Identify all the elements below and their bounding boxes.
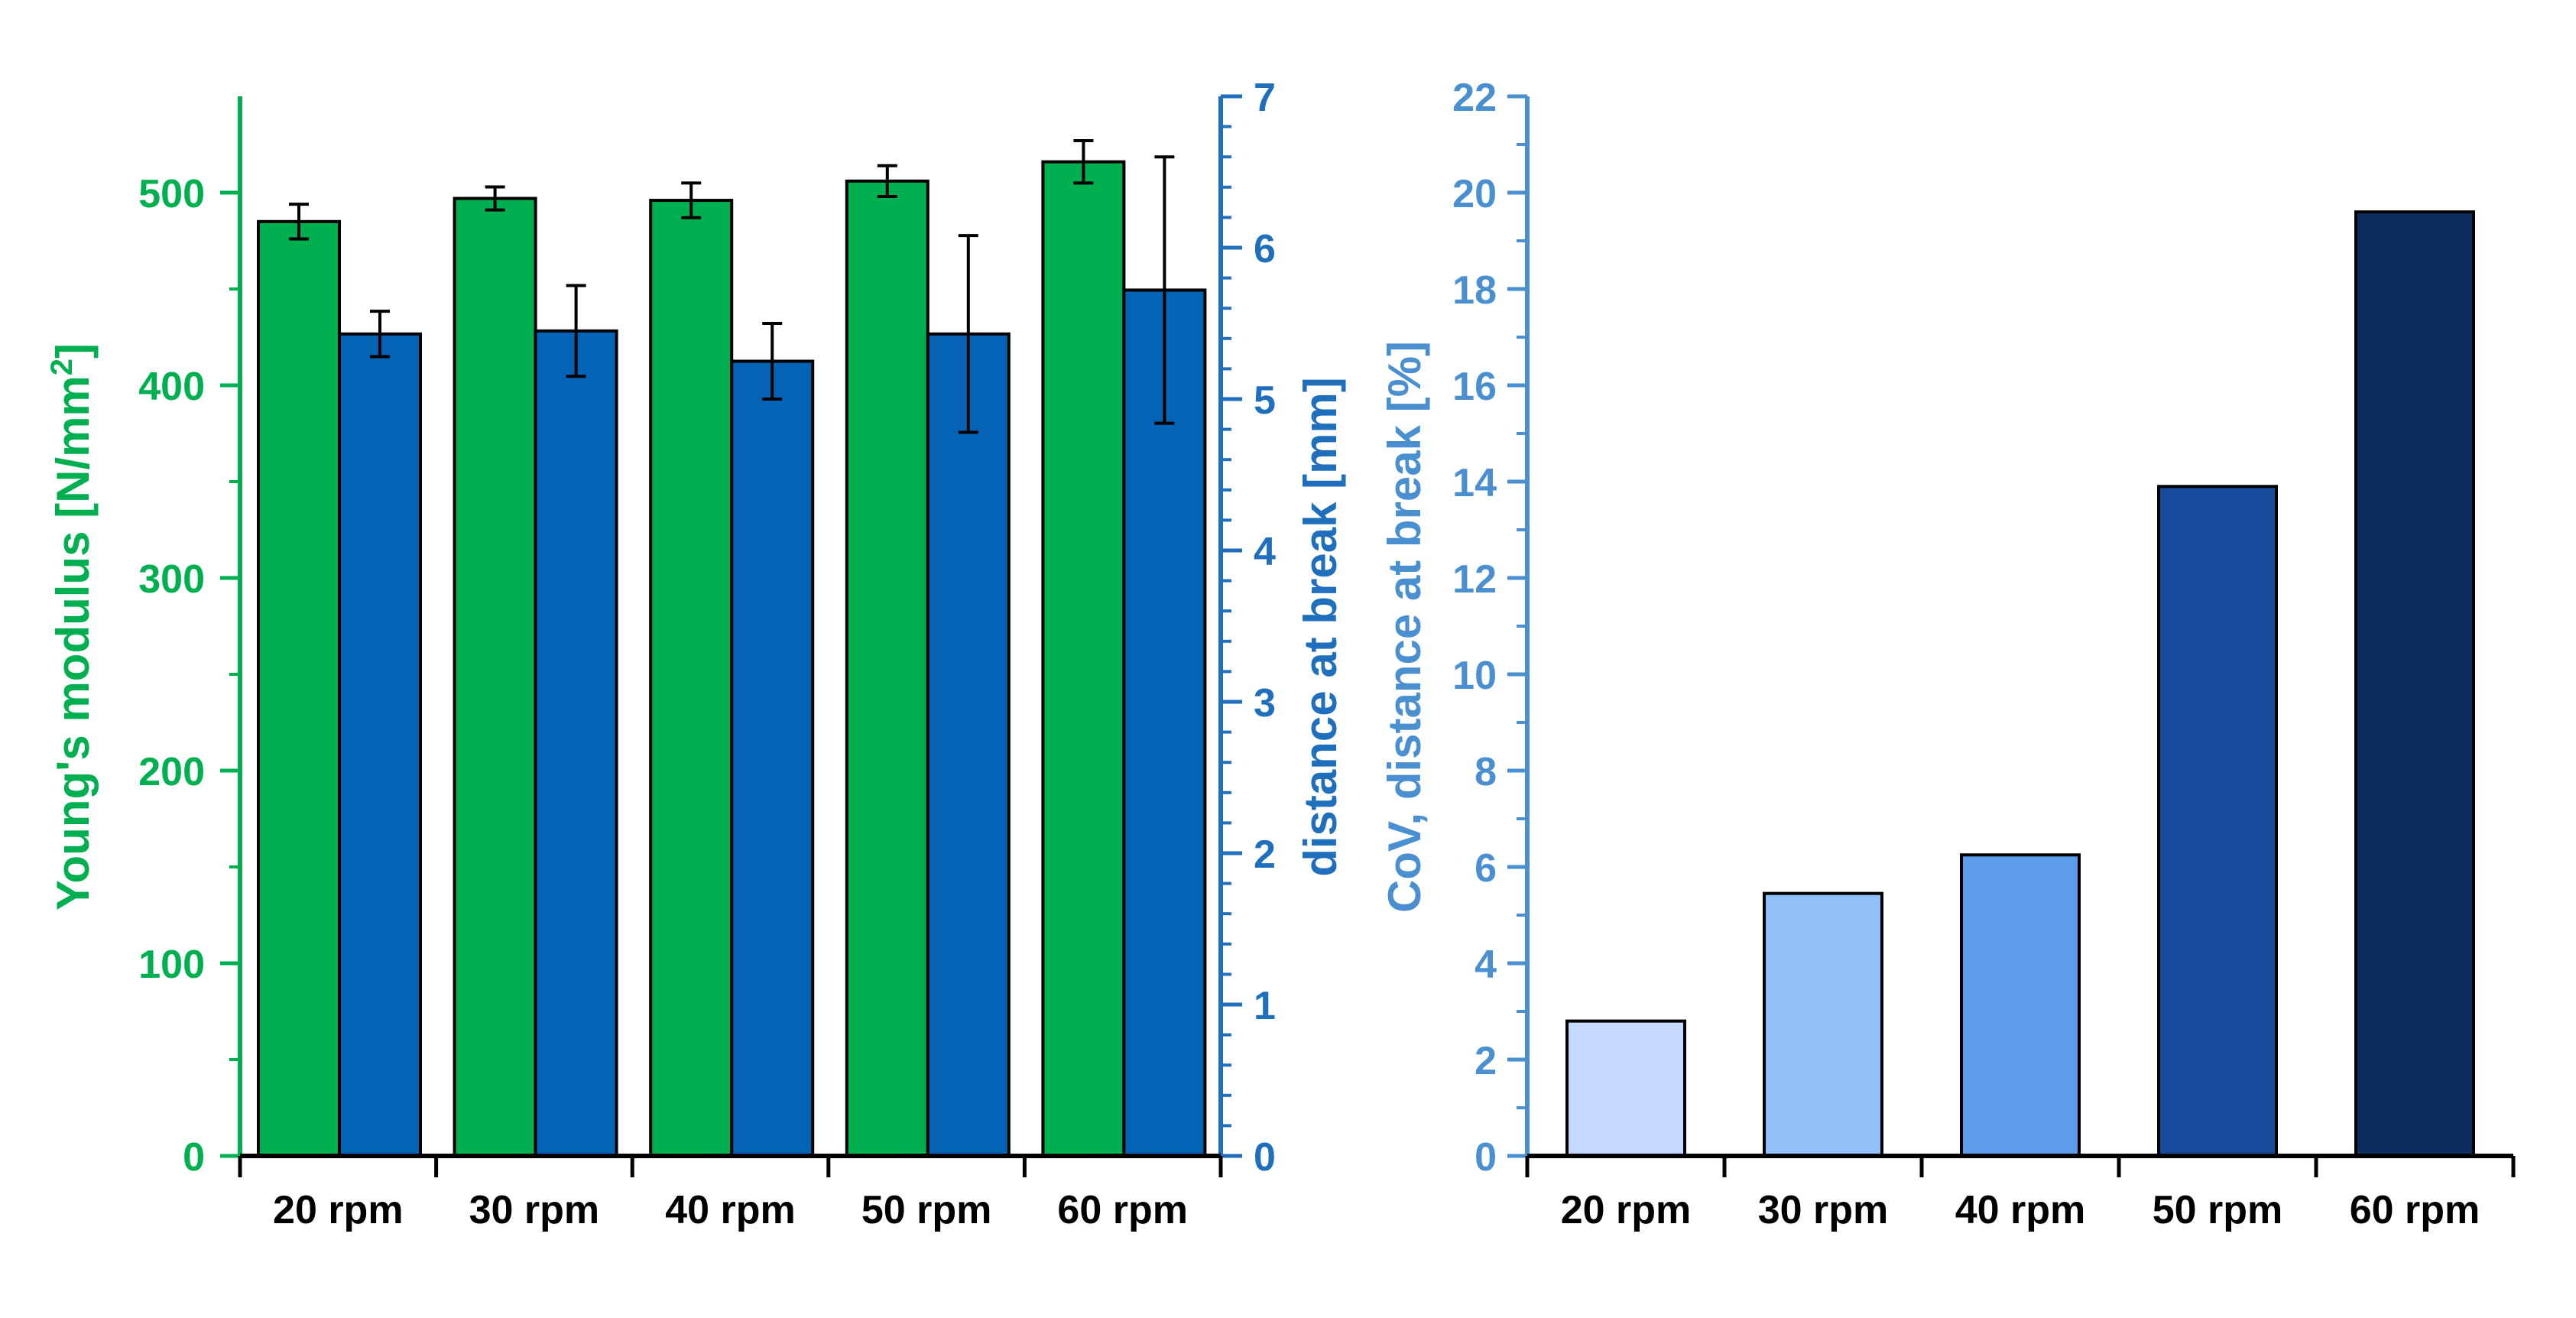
distance-at-break-error-20-rpm: [370, 310, 390, 359]
cov-y-tick-label-14: 14: [1452, 461, 1497, 505]
youngs-modulus-bar-30-rpm: [453, 196, 537, 1157]
cov-bar-30-rpm: [1763, 891, 1883, 1158]
cov-y-tick-label-18: 18: [1452, 268, 1497, 313]
right-y-tick-label-7: 7: [1254, 76, 1276, 120]
cov-bar-40-rpm: [1960, 853, 2081, 1157]
distance-at-break-error-50-rpm: [958, 234, 978, 434]
left-x-tick-label-50-rpm: 50 rpm: [861, 1188, 992, 1232]
left-x-tick-label-60-rpm: 60 rpm: [1057, 1188, 1188, 1232]
right-y-axis-title: distance at break [mm]: [1295, 377, 1346, 877]
youngs-modulus-error-40-rpm: [681, 181, 702, 219]
left-x-axis-ticks: 20 rpm 30 rpm 40 rpm 50 rpm 60 rpm: [238, 1156, 1223, 1232]
cov-y-axis-ticks: 0 2 4 6 8 10 12 14 16 18 20 22: [1452, 76, 1527, 1180]
cov-y-tick-label-20: 20: [1452, 172, 1497, 216]
right-chart-bars: [1565, 210, 2475, 1158]
left-x-tick-label-20-rpm: 20 rpm: [273, 1188, 404, 1232]
right-y-tick-label-5: 5: [1254, 378, 1276, 423]
youngs-modulus-error-60-rpm: [1073, 138, 1094, 185]
right-y-axis-ticks: 0 1 2 3 4 5 6 7: [1221, 76, 1276, 1180]
youngs-modulus-error-50-rpm: [877, 164, 897, 199]
youngs-modulus-bar-60-rpm: [1041, 160, 1126, 1157]
cov-y-tick-label-2: 2: [1475, 1039, 1497, 1083]
left-y-axis-title-end: ]: [47, 343, 99, 359]
distance-at-break-error-40-rpm: [762, 322, 783, 401]
distance-at-break-error-30-rpm: [566, 284, 586, 378]
right-y-tick-label-1: 1: [1254, 984, 1276, 1028]
distance-at-break-bar-30-rpm: [534, 329, 618, 1157]
cov-bar-50-rpm: [2157, 485, 2278, 1157]
left-y-tick-label-400: 400: [138, 365, 205, 409]
cov-y-tick-label-12: 12: [1452, 557, 1497, 602]
cov-y-tick-label-16: 16: [1452, 365, 1497, 409]
cov-y-axis-title: CoV, distance at break [%]: [1379, 341, 1430, 913]
distance-at-break-error-60-rpm: [1154, 155, 1175, 425]
left-x-tick-label-40-rpm: 40 rpm: [665, 1188, 796, 1232]
youngs-modulus-error-20-rpm: [289, 203, 309, 241]
distance-at-break-bar-20-rpm: [338, 332, 422, 1157]
distance-at-break-bar-50-rpm: [926, 332, 1011, 1157]
right-y-tick-label-6: 6: [1254, 227, 1276, 271]
cov-y-tick-label-8: 8: [1475, 750, 1497, 794]
youngs-modulus-bar-50-rpm: [845, 179, 930, 1157]
left-y-tick-label-100: 100: [138, 943, 205, 987]
left-chart-bars: [257, 160, 1207, 1158]
cov-y-tick-label-10: 10: [1452, 654, 1497, 698]
cov-x-tick-label-20-rpm: 20 rpm: [1561, 1188, 1692, 1232]
left-y-tick-label-500: 500: [138, 172, 205, 216]
cov-x-tick-label-50-rpm: 50 rpm: [2153, 1188, 2283, 1232]
cov-y-tick-label-6: 6: [1475, 846, 1497, 891]
left-y-axis-title: Young's modulus [N/mm2]: [45, 343, 99, 911]
youngs-modulus-bar-40-rpm: [649, 199, 734, 1158]
left-chart-error-bars: [289, 138, 1175, 434]
cov-x-tick-label-30-rpm: 30 rpm: [1758, 1188, 1889, 1232]
right-y-tick-label-2: 2: [1254, 833, 1276, 877]
youngs-modulus-error-30-rpm: [485, 185, 505, 212]
cov-bar-60-rpm: [2354, 210, 2475, 1158]
cov-x-tick-label-40-rpm: 40 rpm: [1955, 1188, 2086, 1232]
cov-x-axis-ticks: 20 rpm 30 rpm 40 rpm 50 rpm 60 rpm: [1525, 1156, 2516, 1232]
right-y-tick-label-0: 0: [1254, 1135, 1276, 1180]
cov-y-tick-label-0: 0: [1475, 1135, 1497, 1180]
distance-at-break-bar-40-rpm: [730, 359, 815, 1157]
right-y-tick-label-4: 4: [1254, 530, 1276, 574]
left-y-tick-label-300: 300: [138, 557, 205, 602]
left-y-tick-label-200: 200: [138, 750, 205, 794]
left-y-axis-title-main: Young's modulus [N/mm: [47, 375, 99, 911]
left-chart-youngs-modulus-and-distance: 0 100 200 300 400 500 0 1 2 3 4 5 6 7 20 rpm 30 rpm 40…: [45, 76, 1346, 1232]
cov-y-tick-label-22: 22: [1452, 76, 1497, 120]
cov-bar-20-rpm: [1565, 1019, 1686, 1157]
right-chart-cov-distance: 0 2 4 6 8 10 12 14 16 18 20 22 20 rpm 30 rpm 40 rpm 50…: [1379, 76, 2516, 1232]
right-y-tick-label-3: 3: [1254, 681, 1276, 726]
cov-x-tick-label-60-rpm: 60 rpm: [2350, 1188, 2480, 1232]
left-y-tick-label-0: 0: [183, 1135, 205, 1180]
cov-y-tick-label-4: 4: [1475, 943, 1497, 987]
left-x-tick-label-30-rpm: 30 rpm: [469, 1188, 600, 1232]
left-y-axis-ticks: 0 100 200 300 400 500: [138, 172, 240, 1180]
youngs-modulus-bar-20-rpm: [257, 219, 341, 1157]
left-y-axis-title-sup: 2: [45, 359, 79, 375]
